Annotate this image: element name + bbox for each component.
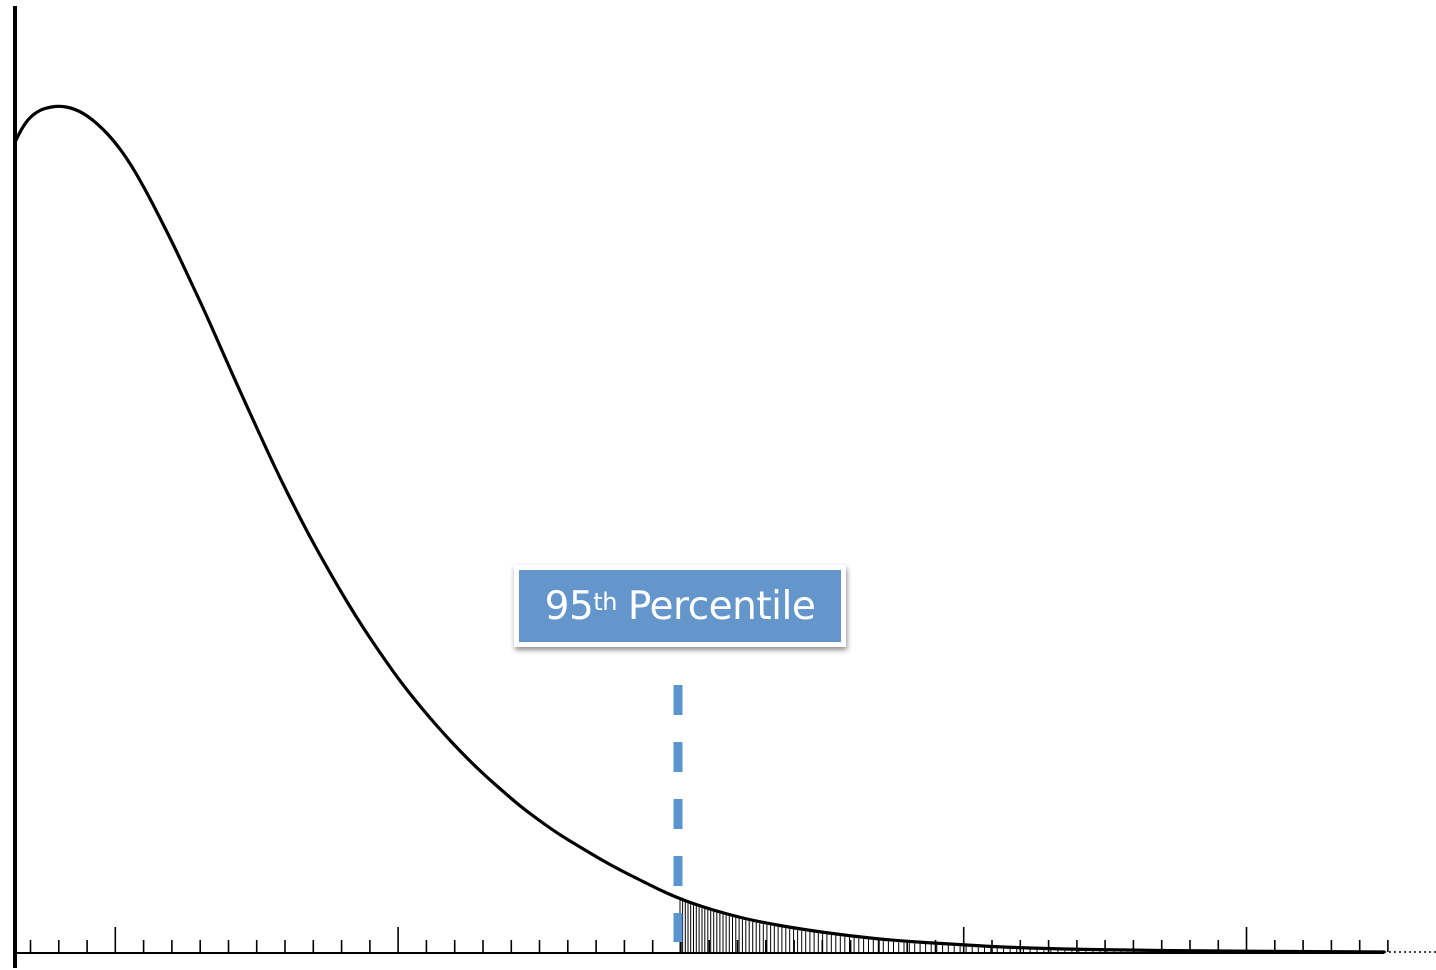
percentile-ordinal-suffix: th	[593, 588, 617, 616]
tail-hatch-shading	[679, 900, 1199, 953]
percentile-word: Percentile	[627, 583, 816, 629]
x-axis-ticks	[29, 927, 1389, 952]
percentile-number: 95	[544, 583, 594, 629]
density-curve	[13, 104, 1386, 954]
